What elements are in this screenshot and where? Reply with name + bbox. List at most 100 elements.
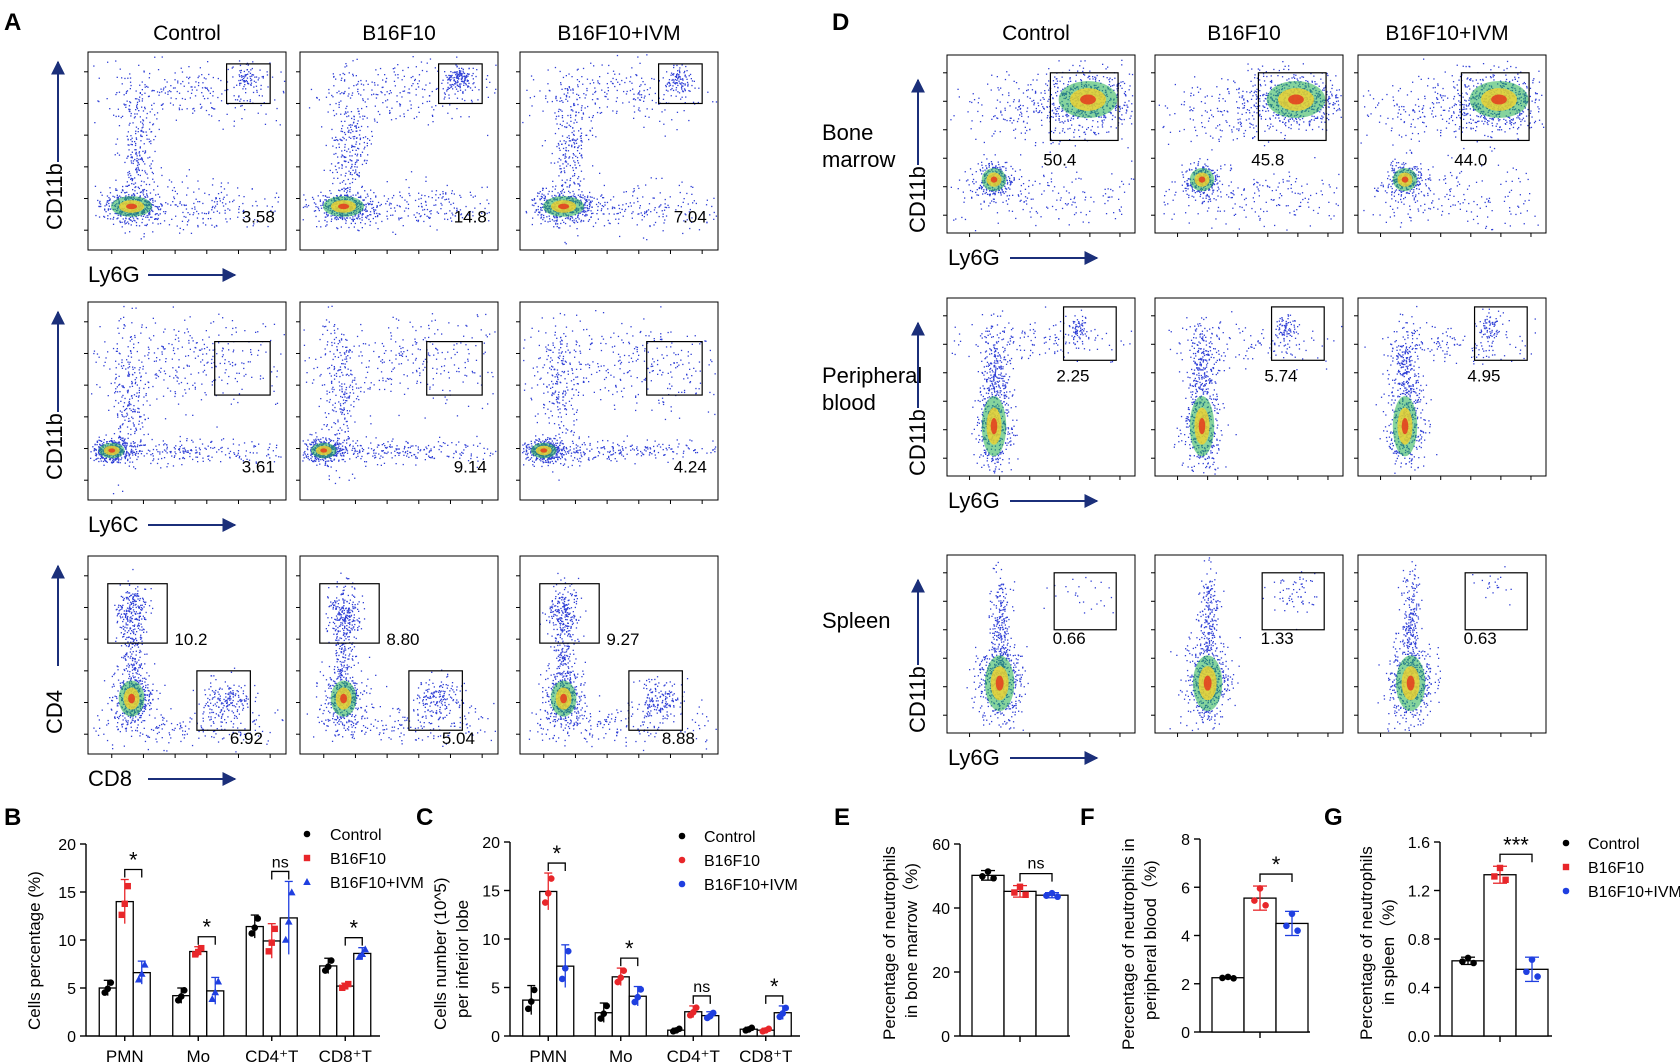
data-point (281, 935, 290, 943)
panel-D: Control B16F10 B16F10+IVM 50.4 45.8 44.0 Bonem… (822, 22, 1547, 770)
panel-letter-D: D (832, 9, 849, 36)
significance-label: * (625, 936, 634, 961)
data-point (1230, 974, 1237, 982)
density-core (108, 448, 116, 453)
significance-label: * (770, 974, 779, 999)
chart-B: 0 5 10 15 20 PMN * Mo * CD4⁺T ns CD8⁺T * Cells percen… (25, 827, 424, 1063)
y-tick-label: 20 (58, 837, 76, 854)
y-tick-label: 0.0 (1408, 1029, 1430, 1046)
flow-plot-frame (1154, 297, 1344, 477)
data-point (1048, 889, 1056, 897)
data-point (265, 948, 272, 955)
data-point (211, 988, 220, 996)
column-title-control: Control (153, 22, 221, 45)
legend-label: B16F10 (330, 851, 386, 868)
gate-percentage: 9.27 (606, 630, 639, 649)
column-title-b16f10: B16F10 (1207, 22, 1281, 45)
x-tick-label: PMN (106, 1047, 144, 1063)
flow-plot-frame (946, 554, 1136, 734)
bar-control (319, 965, 338, 1037)
data-point (327, 957, 335, 964)
y-tick-label: 20 (482, 835, 500, 852)
y-tick-label: 5 (67, 981, 76, 998)
density-core (1491, 94, 1507, 105)
y-tick-label: 5 (491, 981, 500, 998)
gate-percentage: 44.0 (1454, 150, 1487, 169)
flow-plot-frame (87, 555, 287, 755)
data-point (324, 963, 332, 970)
gate-box (214, 341, 271, 396)
significance-bracket (692, 995, 711, 1004)
density-core (1406, 675, 1415, 691)
y-axis-title: Cells number (10^5) (431, 877, 450, 1030)
data-point (1288, 910, 1296, 918)
significance-label: *** (1503, 832, 1529, 857)
data-point (177, 993, 185, 1000)
data-point (1496, 864, 1504, 872)
data-point (345, 980, 352, 988)
gate-box (1062, 306, 1117, 361)
legend-label: Control (704, 829, 756, 846)
bar-control (245, 925, 264, 1037)
gate-box (226, 63, 271, 105)
y-tick-label: 0 (491, 1029, 500, 1046)
y-axis-title: Percentage of neutrophils (1357, 846, 1376, 1040)
chart-E: 0 20 40 60 ns Percentage of neutrophils in bon… (880, 837, 1070, 1046)
data-point (137, 969, 146, 977)
x-tick-label: CD8⁺T (319, 1047, 372, 1063)
gate-box (646, 341, 703, 396)
data-point (1016, 883, 1024, 890)
density-core (540, 448, 548, 453)
data-point (287, 888, 296, 896)
y-tick-label: 8 (1181, 832, 1190, 849)
density-core (995, 675, 1004, 691)
gate-box (196, 670, 251, 731)
data-point (765, 1025, 773, 1033)
data-point (180, 987, 188, 994)
bar-b16f10 (1483, 874, 1517, 1037)
data-point (1054, 893, 1061, 901)
data-point (248, 930, 256, 937)
significance-bracket (197, 936, 216, 945)
gate-percentage: 4.24 (674, 457, 707, 476)
gate-box (1460, 72, 1530, 142)
data-point (524, 1005, 532, 1013)
flow-plot-frame (299, 301, 499, 501)
bar-b16f10-ivm (1035, 894, 1069, 1037)
bar-b16f10 (336, 985, 355, 1037)
y-tick-label: 10 (482, 932, 500, 949)
bar-b16f10-ivm (353, 952, 372, 1037)
flow-scatter (522, 54, 718, 245)
data-point (547, 875, 555, 882)
density-core (1288, 94, 1304, 105)
density-core (126, 203, 138, 210)
density-core (128, 693, 136, 704)
column-title-b16f10: B16F10 (362, 22, 436, 45)
data-point (617, 974, 625, 982)
bar-b16f10 (611, 976, 630, 1037)
y-tick-label: 2 (1181, 977, 1190, 994)
data-point (1224, 973, 1232, 981)
data-point (620, 967, 628, 975)
bar-b16f10 (1243, 897, 1277, 1033)
panel-A: Control B16F10 B16F10+IVM 3.58 14.8 7.04 CD11b… (42, 22, 719, 791)
data-point (678, 880, 686, 888)
data-point (1043, 892, 1050, 900)
data-point (1491, 873, 1498, 880)
data-point (979, 873, 986, 880)
gate-box (1257, 72, 1327, 142)
y-tick-label: 6 (1181, 880, 1190, 897)
data-point (1528, 956, 1536, 963)
data-point (107, 979, 115, 986)
data-point (104, 985, 112, 993)
data-point (1294, 927, 1301, 934)
data-point (1562, 887, 1570, 895)
x-axis-label-cd8: CD8 (88, 766, 132, 791)
panel-letter-C: C (416, 804, 433, 831)
tissue-label: Peripheral (822, 363, 922, 388)
significance-bracket (620, 957, 639, 967)
data-point (675, 1025, 683, 1033)
gate-percentage: 7.04 (674, 207, 707, 226)
gate-percentage: 6.92 (230, 729, 263, 748)
y-axis-title: Percentage of neutrophils (880, 846, 899, 1040)
